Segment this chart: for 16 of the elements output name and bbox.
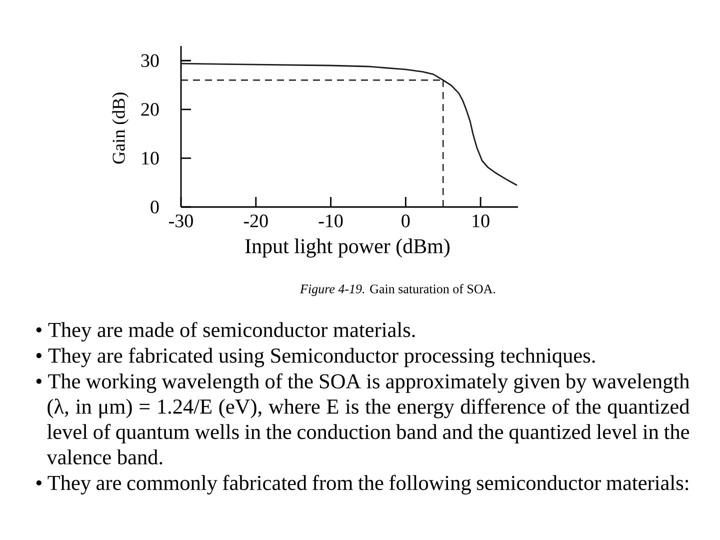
text: • They are fabricated using Semiconductor processing techniques. xyxy=(36,348,595,368)
y-tick-label: 30 xyxy=(141,54,159,68)
x-tick-label: -10 xyxy=(318,214,343,228)
x-tick-label: -20 xyxy=(244,214,268,228)
y-tick-label: 0 xyxy=(150,200,159,214)
y-axis-title: Gain (dB) xyxy=(112,92,128,164)
x-tick-label: 10 xyxy=(472,214,490,228)
text: Figure 4-19. Gain saturation of SOA. xyxy=(300,284,496,296)
x-tick-label: 0 xyxy=(402,214,410,228)
x-axis-title: Input light power (dBm) xyxy=(245,238,450,258)
text: • They are made of semiconductor materials. xyxy=(36,322,415,342)
text: • The working wavelength of the SOA is approximately given by wavelength (λ, in μm) = 1.24/E (eV), where E is the energy difference of the quantized level of quantum wells in the conduction band and the quantized level in the valence band. xyxy=(36,373,690,464)
y-tick-label: 10 xyxy=(142,152,159,165)
y-tick-label: 20 xyxy=(141,103,159,116)
text: • They are commonly fabricated from the following semiconductor materials: xyxy=(36,474,688,494)
x-tick-label: -30 xyxy=(169,214,193,228)
